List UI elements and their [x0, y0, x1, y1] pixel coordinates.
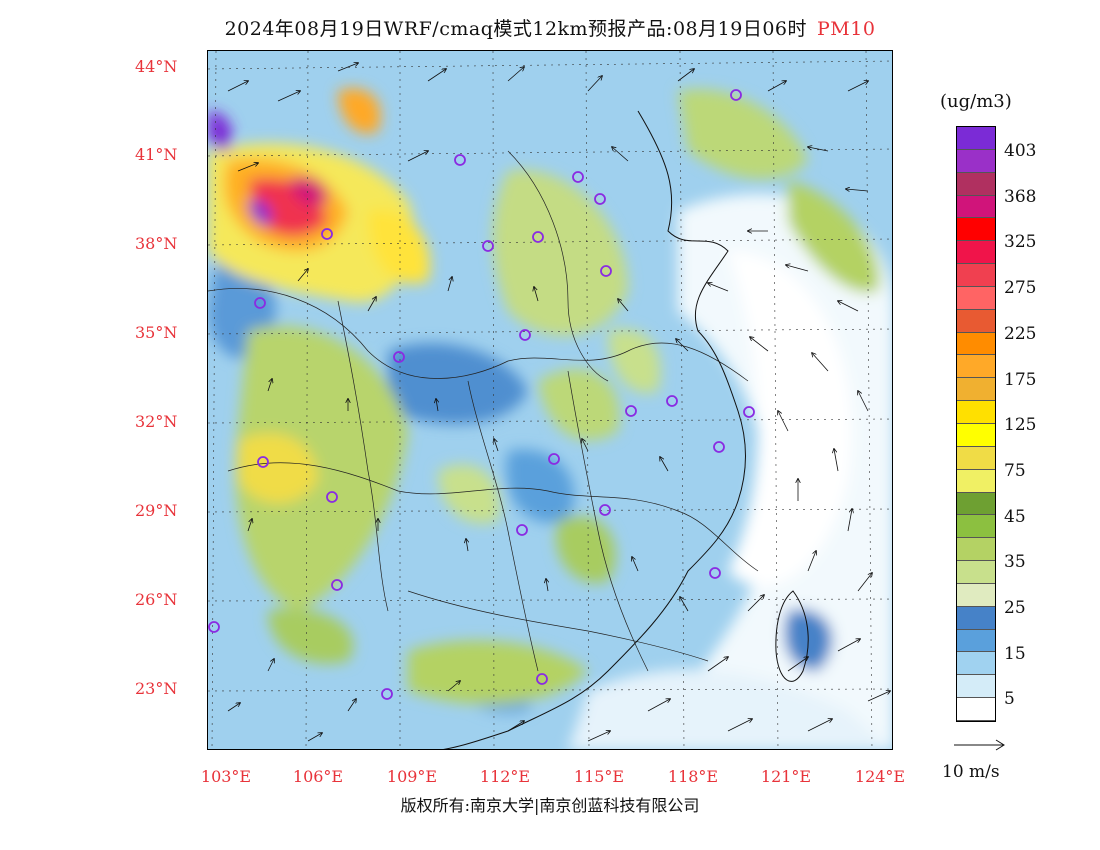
colorbar-swatch [957, 538, 995, 562]
colorbar-label: 368 [1004, 186, 1037, 207]
colorbar-label: 325 [1004, 232, 1037, 253]
colorbar-swatch [957, 286, 995, 310]
legend-unit: (ug/m3) [940, 91, 1012, 112]
colorbar-swatch [957, 675, 995, 699]
colorbar-label: 275 [1004, 278, 1037, 299]
colorbar-swatch [957, 378, 995, 402]
colorbar-swatch [957, 127, 995, 150]
lon-label: 115°E [573, 767, 625, 786]
lon-label: 121°E [760, 767, 812, 786]
colorbar-label: 125 [1004, 415, 1037, 436]
pollutant-label: PM10 [817, 18, 876, 40]
colorbar-label: 15 [1004, 643, 1026, 664]
pm10-concentration-map[interactable] [207, 50, 893, 750]
lat-label: 32°N [135, 412, 178, 431]
lon-label: 118°E [667, 767, 719, 786]
lat-label: 38°N [135, 234, 178, 253]
wind-reference-arrow [954, 739, 1005, 751]
colorbar-swatch [957, 446, 995, 470]
colorbar-swatch [957, 401, 995, 424]
colorbar-swatch [957, 515, 995, 539]
colorbar-swatch [957, 355, 995, 379]
colorbar-label: 35 [1004, 552, 1026, 573]
lon-label: 103°E [200, 767, 252, 786]
taiwan-outline [775, 590, 809, 682]
map-title: 2024年08月19日WRF/cmaq模式12km预报产品:08月19日06时 P… [0, 14, 1100, 41]
lon-label: 124°E [854, 767, 906, 786]
colorbar-label: 25 [1004, 598, 1026, 618]
wind-reference-label: 10 m/s [942, 762, 1000, 782]
colorbar-label: 45 [1004, 506, 1026, 527]
lat-label: 26°N [135, 590, 178, 609]
colorbar-swatch [957, 606, 995, 630]
title-main: 2024年08月19日WRF/cmaq模式12km预报产品:08月19日06时 [224, 18, 807, 40]
colorbar-swatch [957, 561, 995, 584]
colorbar-swatch [957, 172, 995, 196]
colorbar-swatch [957, 583, 995, 607]
lon-label: 106°E [292, 767, 344, 786]
colorbar-label: 175 [1004, 369, 1037, 390]
map-canvas [208, 51, 892, 749]
colorbar-swatch [957, 652, 995, 676]
lat-label: 35°N [135, 323, 178, 342]
colorbar-swatch [957, 195, 995, 219]
province-boundaries [208, 150, 759, 672]
colorbar-swatch [957, 629, 995, 653]
colorbar-swatch [957, 241, 995, 265]
concentration-field [208, 51, 892, 749]
colorbar [956, 126, 996, 722]
copyright-text: 版权所有:南京大学|南京创蓝科技有限公司 [400, 796, 700, 815]
lat-label: 23°N [135, 679, 178, 698]
colorbar-swatch [957, 149, 995, 173]
city-markers [208, 89, 755, 700]
colorbar-label: 75 [1004, 460, 1026, 481]
lat-label: 41°N [135, 145, 178, 164]
colorbar-swatch [957, 492, 995, 516]
colorbar-label: 225 [1004, 323, 1037, 344]
wind-vectors [227, 63, 890, 742]
colorbar-swatch [957, 469, 995, 493]
lat-label: 29°N [135, 501, 178, 520]
colorbar-swatch [957, 218, 995, 242]
lat-label: 44°N [135, 57, 178, 76]
colorbar-swatch [957, 332, 995, 356]
colorbar-label: 5 [1004, 689, 1015, 710]
colorbar-label: 403 [1004, 141, 1037, 161]
colorbar-swatch [957, 698, 995, 721]
colorbar-swatch [957, 264, 995, 287]
colorbar-swatch [957, 423, 995, 447]
lon-label: 109°E [386, 767, 438, 786]
graticule [208, 51, 892, 749]
lon-label: 112°E [479, 767, 531, 786]
colorbar-swatch [957, 309, 995, 333]
